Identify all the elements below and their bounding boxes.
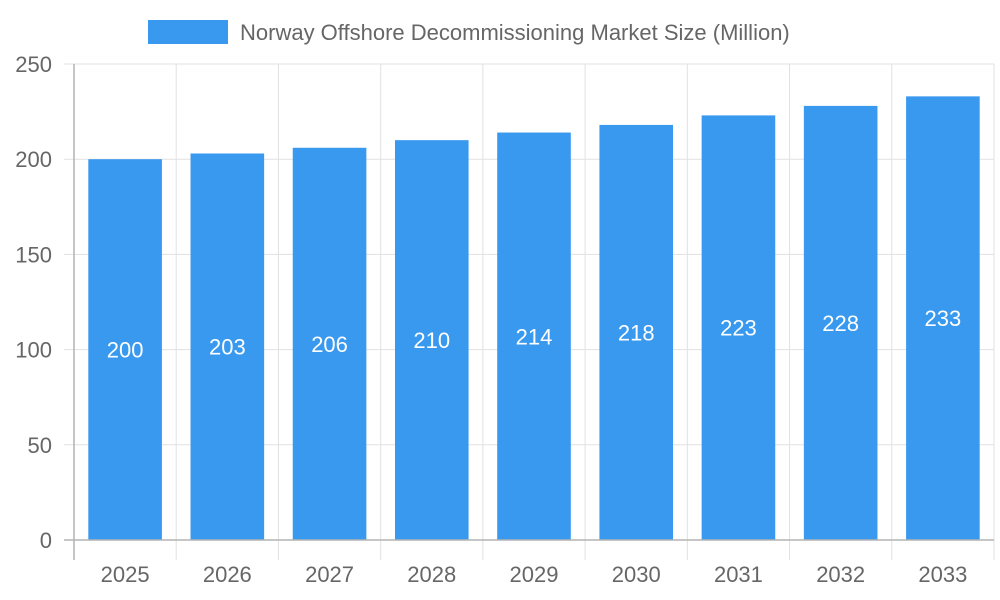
bar-2028[interactable] [394, 140, 469, 540]
data-label-2032: 228 [822, 311, 859, 336]
bar-2029[interactable] [497, 132, 571, 540]
x-axis-ticks: 2025 2026 2027 2028 2029 2030 2031 2032 2033 [101, 562, 968, 587]
bar-2033[interactable] [906, 96, 980, 541]
x-tick-label: 2027 [305, 562, 354, 587]
data-label-2025: 200 [107, 338, 144, 363]
data-label-2029: 214 [516, 324, 553, 349]
bar-2027[interactable] [292, 147, 367, 540]
x-tick-label: 2030 [612, 562, 661, 587]
x-tick-label: 2032 [816, 562, 865, 587]
y-tick-label: 0 [40, 528, 52, 553]
bar-2026[interactable] [190, 153, 265, 540]
legend[interactable]: Norway Offshore Decommissioning Market S… [148, 20, 790, 45]
data-label-2030: 218 [618, 320, 655, 345]
y-tick-label: 100 [15, 338, 52, 363]
data-label-2028: 210 [413, 328, 450, 353]
x-tick-label: 2028 [407, 562, 456, 587]
axes [64, 64, 994, 560]
data-label-2027: 206 [311, 332, 348, 357]
bar-2025[interactable] [88, 159, 162, 540]
x-tick-label: 2025 [101, 562, 150, 587]
y-tick-label: 200 [15, 147, 52, 172]
x-tick-label: 2026 [203, 562, 252, 587]
data-label-2026: 203 [209, 335, 246, 360]
legend-label: Norway Offshore Decommissioning Market S… [240, 20, 790, 45]
y-tick-label: 50 [28, 433, 52, 458]
data-label-2033: 233 [925, 306, 962, 331]
legend-swatch [148, 20, 228, 44]
x-tick-label: 2029 [510, 562, 559, 587]
y-tick-label: 250 [15, 52, 52, 77]
bar-2031[interactable] [701, 115, 776, 541]
y-axis-ticks: 0 50 100 150 200 250 [15, 52, 52, 553]
data-labels: 200 203 206 210 214 218 223 228 233 [107, 306, 961, 362]
bar-2032[interactable] [803, 105, 878, 540]
data-label-2031: 223 [720, 316, 757, 341]
y-tick-label: 150 [15, 242, 52, 267]
bar-2030[interactable] [599, 124, 674, 540]
x-tick-label: 2031 [714, 562, 763, 587]
x-tick-label: 2033 [918, 562, 967, 587]
bars [88, 96, 980, 541]
